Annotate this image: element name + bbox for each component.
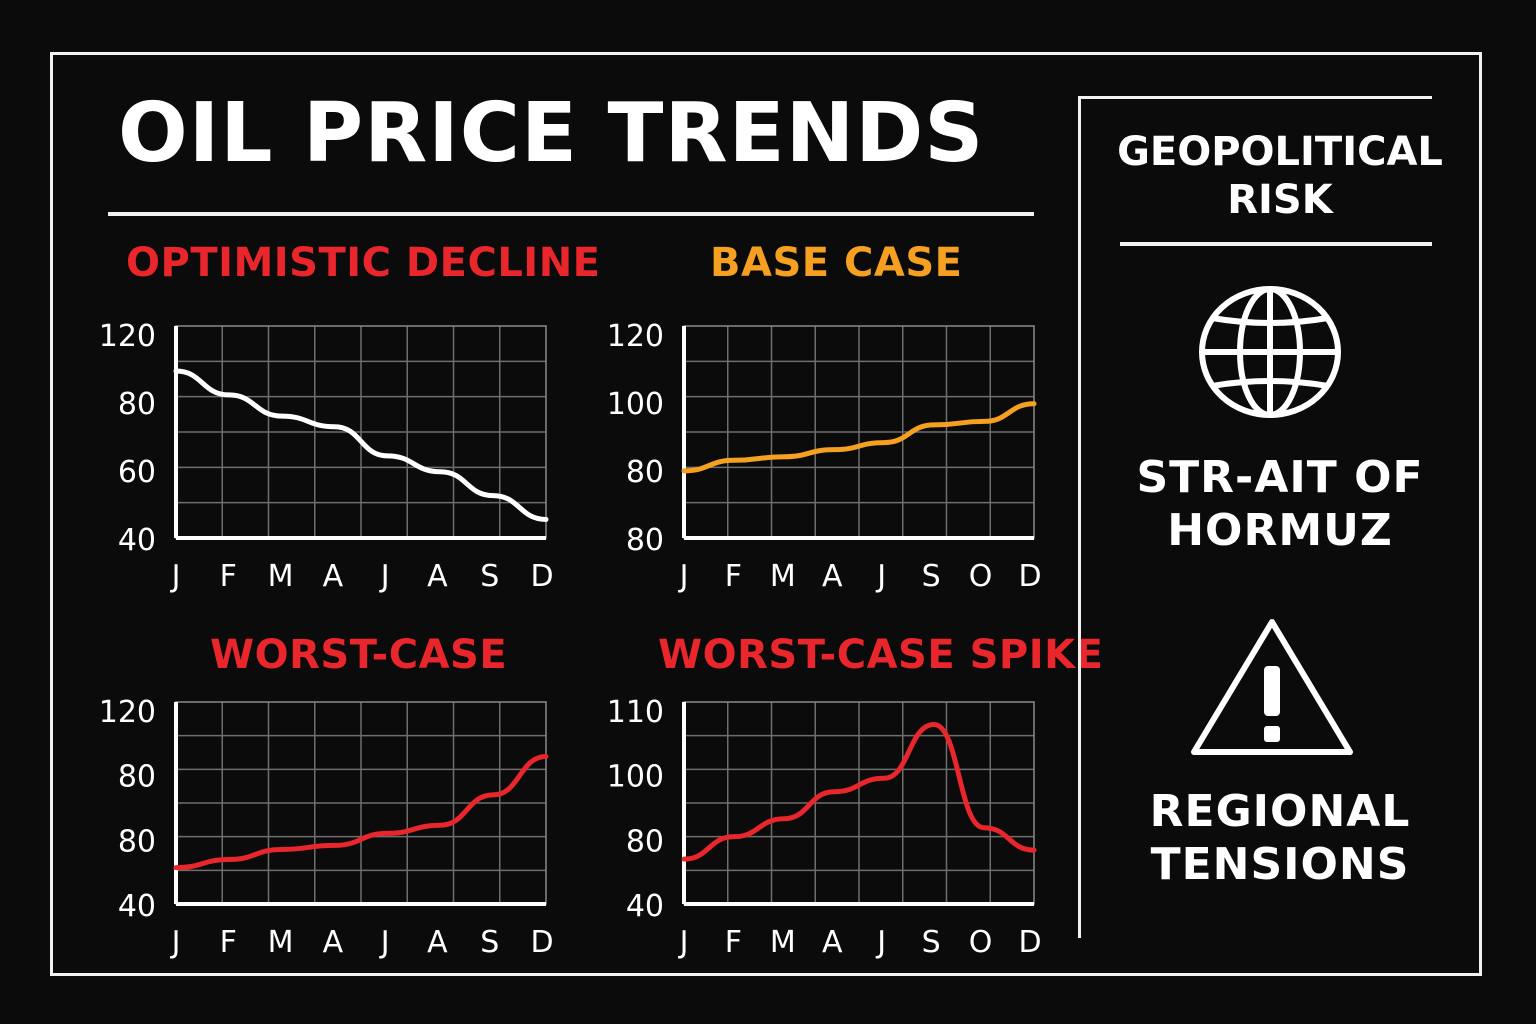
x-tick-label: J — [875, 559, 886, 594]
y-tick-label: 40 — [118, 523, 156, 558]
chart-title-worst: WORST-CASE — [210, 632, 508, 678]
x-tick-label: A — [427, 925, 448, 960]
sidebar-top-rule — [1078, 96, 1432, 99]
x-tick-label: J — [875, 925, 886, 960]
warning-icon — [1191, 619, 1353, 755]
x-tick-label: A — [323, 559, 344, 594]
x-tick-label: M — [770, 559, 796, 594]
sidebar-rule — [1120, 242, 1432, 246]
sidebar-title: GEOPOLITICAL RISK — [1100, 128, 1460, 224]
sidebar-title-line1: GEOPOLITICAL — [1117, 129, 1443, 175]
x-tick-label: S — [922, 559, 941, 594]
y-tick-label: 120 — [99, 319, 156, 354]
x-tick-label: J — [170, 559, 181, 594]
sidebar-item-hormuz: STR-AIT OF HORMUZ — [1100, 452, 1460, 558]
x-tick-label: S — [922, 925, 941, 960]
x-tick-label: A — [822, 559, 843, 594]
x-tick-label: J — [678, 559, 689, 594]
y-tick-label: 120 — [99, 695, 156, 730]
y-tick-label: 120 — [607, 319, 664, 354]
x-tick-label: S — [480, 559, 499, 594]
x-tick-label: D — [1018, 559, 1041, 594]
x-tick-label: D — [1018, 925, 1041, 960]
sidebar-divider — [1078, 96, 1081, 938]
x-tick-label: A — [323, 925, 344, 960]
outer-frame — [50, 52, 1482, 976]
y-tick-label: 80 — [118, 760, 156, 795]
page-title: OIL PRICE TRENDS — [118, 86, 985, 181]
x-tick-label: O — [969, 559, 993, 594]
x-tick-label: S — [480, 925, 499, 960]
sidebar-item-regional: REGIONAL TENSIONS — [1100, 786, 1460, 892]
y-tick-label: 80 — [626, 523, 664, 558]
chart-title-worst-spike: WORST-CASE SPIKE — [658, 632, 1104, 678]
x-tick-label: A — [822, 925, 843, 960]
x-tick-label: F — [220, 559, 237, 594]
hormuz-line2: HORMUZ — [1167, 504, 1393, 556]
series-line — [681, 721, 1037, 862]
x-tick-label: J — [379, 925, 390, 960]
x-tick-label: J — [170, 925, 181, 960]
y-tick-label: 80 — [118, 387, 156, 422]
x-tick-label: F — [725, 925, 742, 960]
hormuz-line1: STR-AIT OF — [1136, 452, 1424, 503]
y-tick-label: 40 — [118, 889, 156, 924]
regional-line1: REGIONAL — [1149, 786, 1411, 837]
x-tick-label: M — [268, 559, 294, 594]
regional-line2: TENSIONS — [1150, 838, 1410, 890]
y-tick-label: 100 — [607, 387, 664, 422]
y-tick-label: 80 — [626, 455, 664, 490]
x-tick-label: F — [725, 559, 742, 594]
y-tick-label: 60 — [118, 455, 156, 490]
globe-icon — [1199, 286, 1341, 418]
x-tick-label: M — [268, 925, 294, 960]
x-tick-label: D — [530, 559, 553, 594]
x-tick-label: J — [678, 925, 689, 960]
y-tick-label: 100 — [607, 760, 664, 795]
x-tick-label: O — [969, 925, 993, 960]
y-tick-label: 40 — [626, 889, 664, 924]
chart-title-base: BASE CASE — [710, 240, 963, 286]
x-tick-label: F — [220, 925, 237, 960]
x-tick-label: A — [427, 559, 448, 594]
x-tick-label: D — [530, 925, 553, 960]
y-tick-label: 80 — [626, 824, 664, 859]
title-divider — [108, 212, 1034, 216]
chart-title-optimistic: OPTIMISTIC DECLINE — [126, 240, 601, 286]
x-tick-label: M — [770, 925, 796, 960]
y-tick-label: 110 — [607, 695, 664, 730]
x-tick-label: J — [379, 559, 390, 594]
sidebar-title-line2: RISK — [1227, 177, 1333, 223]
series-line — [173, 368, 549, 522]
y-tick-label: 80 — [118, 824, 156, 859]
